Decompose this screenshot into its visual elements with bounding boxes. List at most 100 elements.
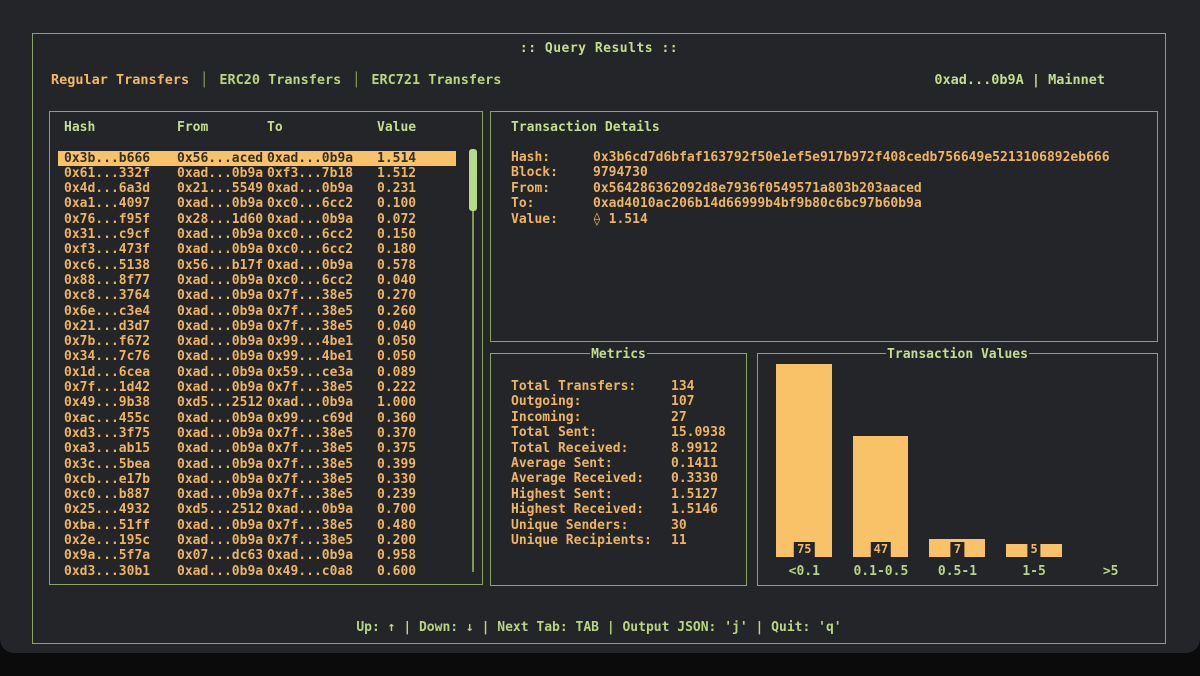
table-cell: 0x7f...38e5 <box>267 288 354 304</box>
metric-item: Incoming: 27 <box>511 410 740 425</box>
table-cell: 0x9a...5f7a <box>64 548 151 564</box>
tab-erc20-transfers[interactable]: ERC20 Transfers <box>219 72 342 88</box>
terminal-window: :: Query Results :: Regular Transfers │ … <box>0 0 1200 653</box>
transfers-panel: Hash From To Value 0x3b...b666 0x56...ace… <box>49 111 483 585</box>
table-cell: 0.239 <box>377 487 417 503</box>
metric-item: Highest Sent: 1.5127 <box>511 487 740 502</box>
table-row[interactable]: 0x2e...195c 0xad...0b9a 0x7f...38e5 0.200 <box>58 533 456 548</box>
column-header-from: From <box>177 120 209 135</box>
keybinding-hints: Up: ↑ | Down: ↓ | Next Tab: TAB | Output… <box>356 620 842 635</box>
tab-erc721-transfers[interactable]: ERC721 Transfers <box>371 72 502 88</box>
metric-item: Total Received: 8.9912 <box>511 441 740 456</box>
table-cell: 0.370 <box>377 425 417 441</box>
table-cell: 0.100 <box>377 196 417 212</box>
metric-label: Total Transfers: <box>511 379 637 394</box>
table-row[interactable]: 0xf3...473f 0xad...0b9a 0xc0...6cc2 0.180 <box>58 242 456 257</box>
table-cell: 0xad...0b9a <box>177 364 264 380</box>
metric-item: Outgoing: 107 <box>511 394 740 409</box>
table-row[interactable]: 0x61...332f 0xad...0b9a 0xf3...7b18 1.512 <box>58 166 456 181</box>
table-row[interactable]: 0x1d...6cea 0xad...0b9a 0x59...ce3a 0.089 <box>58 365 456 380</box>
detail-field: To: 0xad4010ac206b14d66999b4bf9b80c6bc97b… <box>511 196 1147 211</box>
tab-regular-transfers[interactable]: Regular Transfers <box>51 72 190 88</box>
table-row[interactable]: 0xc8...3764 0xad...0b9a 0x7f...38e5 0.270 <box>58 288 456 303</box>
bar-value-label: 7 <box>950 542 965 557</box>
metric-value: 30 <box>671 517 687 533</box>
table-cell: 1.512 <box>377 165 417 181</box>
table-row[interactable]: 0xba...51ff 0xad...0b9a 0x7f...38e5 0.480 <box>58 518 456 533</box>
table-row[interactable]: 0x34...7c76 0xad...0b9a 0x99...4be1 0.050 <box>58 349 456 364</box>
table-row[interactable]: 0x7f...1d42 0xad...0b9a 0x7f...38e5 0.222 <box>58 380 456 395</box>
scrollbar-track[interactable] <box>472 149 474 572</box>
table-row[interactable]: 0xc6...5138 0x56...b17f 0xad...0b9a 0.578 <box>58 258 456 273</box>
metric-label: Incoming: <box>511 409 582 425</box>
metric-value: 134 <box>671 379 695 394</box>
table-row[interactable]: 0x3b...b666 0x56...aced 0xad...0b9a 1.514 <box>58 150 456 166</box>
chart-bar <box>852 436 909 557</box>
table-cell: 0.375 <box>377 441 417 457</box>
table-row[interactable]: 0xac...455c 0xad...0b9a 0x99...c69d 0.360 <box>58 411 456 426</box>
table-cell: 0x4d...6a3d <box>64 181 151 197</box>
table-cell: 0x7f...38e5 <box>267 533 354 549</box>
table-cell: 0xad...0b9a <box>177 272 264 288</box>
table-row[interactable]: 0x25...4932 0xd5...2512 0xad...0b9a 0.700 <box>58 502 456 517</box>
table-row[interactable]: 0x49...9b38 0xd5...2512 0xad...0b9a 1.000 <box>58 395 456 410</box>
table-row[interactable]: 0x3c...5bea 0xad...0b9a 0x7f...38e5 0.399 <box>58 457 456 472</box>
table-cell: 0xad...0b9a <box>177 517 264 533</box>
metric-label: Unique Recipients: <box>511 532 652 548</box>
transaction-values-chart-panel: Transaction Values 75 47 7 5 <0.1 0.1-0.5 0.5… <box>757 347 1158 586</box>
metric-label: Highest Received: <box>511 502 645 518</box>
table-cell: 0x7f...1d42 <box>64 380 151 396</box>
table-cell: 0xa1...4097 <box>64 196 151 212</box>
metric-value: 0.1411 <box>671 455 718 471</box>
metrics-list: Total Transfers: 134 Outgoing: 107 Incoming:… <box>511 379 740 548</box>
table-row[interactable]: 0xd3...3f75 0xad...0b9a 0x7f...38e5 0.370 <box>58 426 456 441</box>
table-row[interactable]: 0x7b...f672 0xad...0b9a 0x99...4be1 0.050 <box>58 334 456 349</box>
table-cell: 0.180 <box>377 242 417 258</box>
table-cell: 0xad...0b9a <box>177 487 264 503</box>
table-cell: 0.150 <box>377 227 417 243</box>
table-cell: 0xc0...6cc2 <box>267 196 354 212</box>
table-cell: 0x6e...c3e4 <box>64 303 151 319</box>
chart-bar-slot: 5 <box>996 364 1073 557</box>
table-cell: 0.270 <box>377 288 417 304</box>
table-row[interactable]: 0xc0...b887 0xad...0b9a 0x7f...38e5 0.239 <box>58 487 456 502</box>
table-row[interactable]: 0x9a...5f7a 0x07...dc63 0xad...0b9a 0.958 <box>58 548 456 563</box>
table-row[interactable]: 0x6e...c3e4 0xad...0b9a 0x7f...38e5 0.260 <box>58 304 456 319</box>
chart-category-label: <0.1 <box>788 564 820 579</box>
table-cell: 0x61...332f <box>64 165 151 181</box>
table-row[interactable]: 0x21...d3d7 0xad...0b9a 0x7f...38e5 0.040 <box>58 319 456 334</box>
chart-x-axis-labels: <0.1 0.1-0.5 0.5-1 1-5 >5 <box>766 564 1149 579</box>
table-cell: 0x49...9b38 <box>64 395 151 411</box>
table-cell: 0.958 <box>377 548 417 564</box>
detail-value: 0x3b6cd7d6bfaf163792f50e1ef5e917b972f408… <box>593 150 1110 165</box>
detail-value: 0x564286362092d8e7936f0549571a803b203aac… <box>593 180 922 196</box>
table-cell: 0xc8...3764 <box>64 288 151 304</box>
table-cell: 1.514 <box>377 150 417 166</box>
table-row[interactable]: 0xcb...e17b 0xad...0b9a 0x7f...38e5 0.330 <box>58 472 456 487</box>
table-row[interactable]: 0x76...f95f 0x28...1d60 0xad...0b9a 0.072 <box>58 212 456 227</box>
chart-bar-slot: 7 <box>919 364 996 557</box>
metrics-panel: Metrics Total Transfers: 134 Outgoing: 107 I… <box>490 347 747 586</box>
metric-label: Highest Sent: <box>511 486 613 502</box>
table-cell: 0x56...aced <box>177 150 264 166</box>
metric-value: 15.0938 <box>671 425 726 441</box>
table-cell: 0x7f...38e5 <box>267 471 354 487</box>
table-cell: 0xad...0b9a <box>177 334 264 350</box>
metric-label: Total Sent: <box>511 425 598 441</box>
table-row[interactable]: 0x4d...6a3d 0x21...5549 0xad...0b9a 0.231 <box>58 181 456 196</box>
chart-bar <box>775 364 832 557</box>
table-scrollbar[interactable] <box>469 149 477 572</box>
table-row[interactable]: 0xa3...ab15 0xad...0b9a 0x7f...38e5 0.375 <box>58 441 456 456</box>
detail-field: Hash: 0x3b6cd7d6bfaf163792f50e1ef5e917b97… <box>511 150 1147 165</box>
table-cell: 0xac...455c <box>64 410 151 426</box>
table-row[interactable]: 0xa1...4097 0xad...0b9a 0xc0...6cc2 0.100 <box>58 196 456 211</box>
table-cell: 1.000 <box>377 395 417 411</box>
table-cell: 0.260 <box>377 303 417 319</box>
table-row[interactable]: 0xd3...30b1 0xad...0b9a 0x49...c0a8 0.600 <box>58 564 456 579</box>
chart-bar-slot <box>1072 364 1149 557</box>
table-row[interactable]: 0x31...c9cf 0xad...0b9a 0xc0...6cc2 0.150 <box>58 227 456 242</box>
table-row[interactable]: 0x88...8f77 0xad...0b9a 0xc0...6cc2 0.040 <box>58 273 456 288</box>
scrollbar-thumb[interactable] <box>469 149 477 211</box>
detail-label: Value: <box>511 211 558 227</box>
table-cell: 0x21...5549 <box>177 181 264 197</box>
